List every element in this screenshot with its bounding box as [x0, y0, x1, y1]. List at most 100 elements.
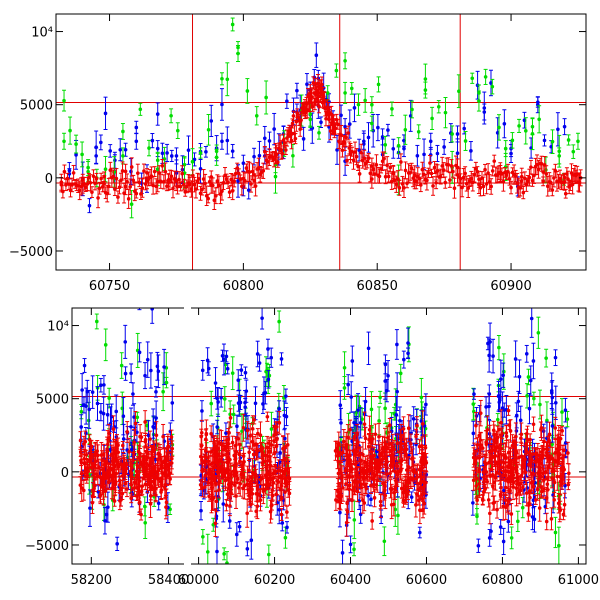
red-series-point — [167, 463, 171, 467]
red-series-point — [290, 121, 295, 126]
red-series-point — [245, 511, 249, 516]
red-series-point — [218, 192, 223, 196]
red-series-point — [160, 164, 165, 168]
blue-series-point — [225, 138, 230, 143]
red-series-point — [137, 479, 142, 483]
red-series-point — [382, 156, 386, 161]
green-series-point — [254, 113, 259, 118]
red-series-point — [169, 435, 174, 439]
blue-series-point — [131, 392, 135, 396]
red-series-point — [291, 114, 296, 118]
red-series-point — [137, 180, 142, 185]
blue-series-point — [285, 525, 289, 530]
blue-series-point — [284, 414, 289, 419]
red-series-point — [513, 174, 518, 178]
red-series-point — [117, 478, 122, 483]
red-series-point — [261, 489, 266, 493]
green-series-point — [550, 139, 555, 144]
red-series-point — [148, 494, 153, 498]
blue-series-point — [283, 436, 287, 441]
green-series-point — [325, 91, 330, 95]
red-series-point — [139, 435, 144, 439]
blue-series-point — [121, 414, 126, 418]
red-series-point — [203, 473, 208, 478]
red-series-point — [353, 150, 357, 154]
red-series-point — [111, 174, 116, 179]
red-series-point — [247, 170, 252, 174]
blue-series-point — [257, 361, 262, 365]
red-series-point — [154, 184, 158, 189]
green-series-point — [503, 146, 508, 151]
blue-series-point — [129, 371, 133, 376]
red-series-point — [110, 473, 114, 478]
red-series-point — [168, 471, 172, 475]
red-series-point — [224, 503, 229, 507]
blue-series-point — [269, 355, 274, 360]
y-tick-label: 10⁴ — [31, 26, 53, 41]
blue-series-point — [245, 547, 250, 551]
red-series-point — [272, 157, 276, 161]
red-series-point — [145, 482, 150, 487]
red-series-point — [197, 176, 201, 181]
red-series-point — [133, 421, 138, 426]
red-series-point — [429, 171, 434, 176]
red-series-point — [247, 468, 251, 473]
blue-series-point — [236, 378, 241, 383]
red-series-point — [509, 185, 513, 190]
green-series-point — [162, 157, 167, 161]
red-series-point — [446, 162, 451, 167]
blue-series-point — [267, 139, 272, 143]
red-series-point — [273, 154, 278, 158]
red-series-point — [99, 176, 103, 181]
red-series-point — [569, 171, 574, 175]
red-series-point — [127, 450, 131, 454]
red-series-point — [98, 492, 103, 497]
green-series-point — [222, 552, 226, 556]
blue-series-point — [170, 401, 175, 405]
red-series-point — [455, 173, 460, 177]
green-series-point — [142, 504, 147, 509]
red-series-point — [230, 180, 235, 185]
green-series-point — [245, 89, 250, 93]
red-series-point — [403, 168, 408, 173]
red-series-point — [59, 180, 64, 185]
red-series-point — [558, 176, 562, 181]
blue-series-point — [215, 396, 220, 401]
red-series-point — [483, 167, 487, 172]
red-series-point — [78, 450, 83, 454]
green-series-point — [190, 159, 195, 164]
red-series-point — [293, 136, 298, 141]
red-series-point — [426, 171, 431, 175]
green-series-point — [566, 138, 571, 142]
red-series-point — [396, 176, 400, 181]
red-series-point — [550, 188, 555, 192]
red-series-point — [245, 428, 250, 433]
red-series-point — [108, 168, 113, 172]
red-series-point — [316, 93, 321, 98]
red-series-point — [249, 182, 253, 186]
red-series-point — [113, 448, 118, 453]
blue-series-point — [121, 437, 126, 441]
red-series-point — [151, 183, 155, 188]
red-series-point — [128, 184, 132, 189]
red-series-point — [170, 446, 175, 451]
red-series-point — [434, 170, 438, 174]
green-series-point — [80, 152, 84, 157]
red-series-point — [474, 166, 478, 171]
green-series-point — [430, 116, 434, 121]
red-series-point — [169, 174, 174, 179]
red-series-point — [241, 425, 246, 430]
red-series-point — [463, 171, 467, 176]
red-series-point — [492, 159, 497, 163]
red-series-point — [123, 169, 128, 174]
red-series-point — [541, 170, 545, 174]
green-series-point — [497, 125, 501, 130]
blue-series-point — [102, 383, 106, 387]
red-series-point — [101, 473, 106, 477]
green-series-point — [403, 127, 408, 132]
green-series-point — [343, 91, 347, 95]
red-series-point — [535, 162, 539, 167]
blue-series-point — [235, 532, 239, 537]
blue-series-point — [155, 112, 160, 116]
red-series-point — [82, 461, 87, 465]
